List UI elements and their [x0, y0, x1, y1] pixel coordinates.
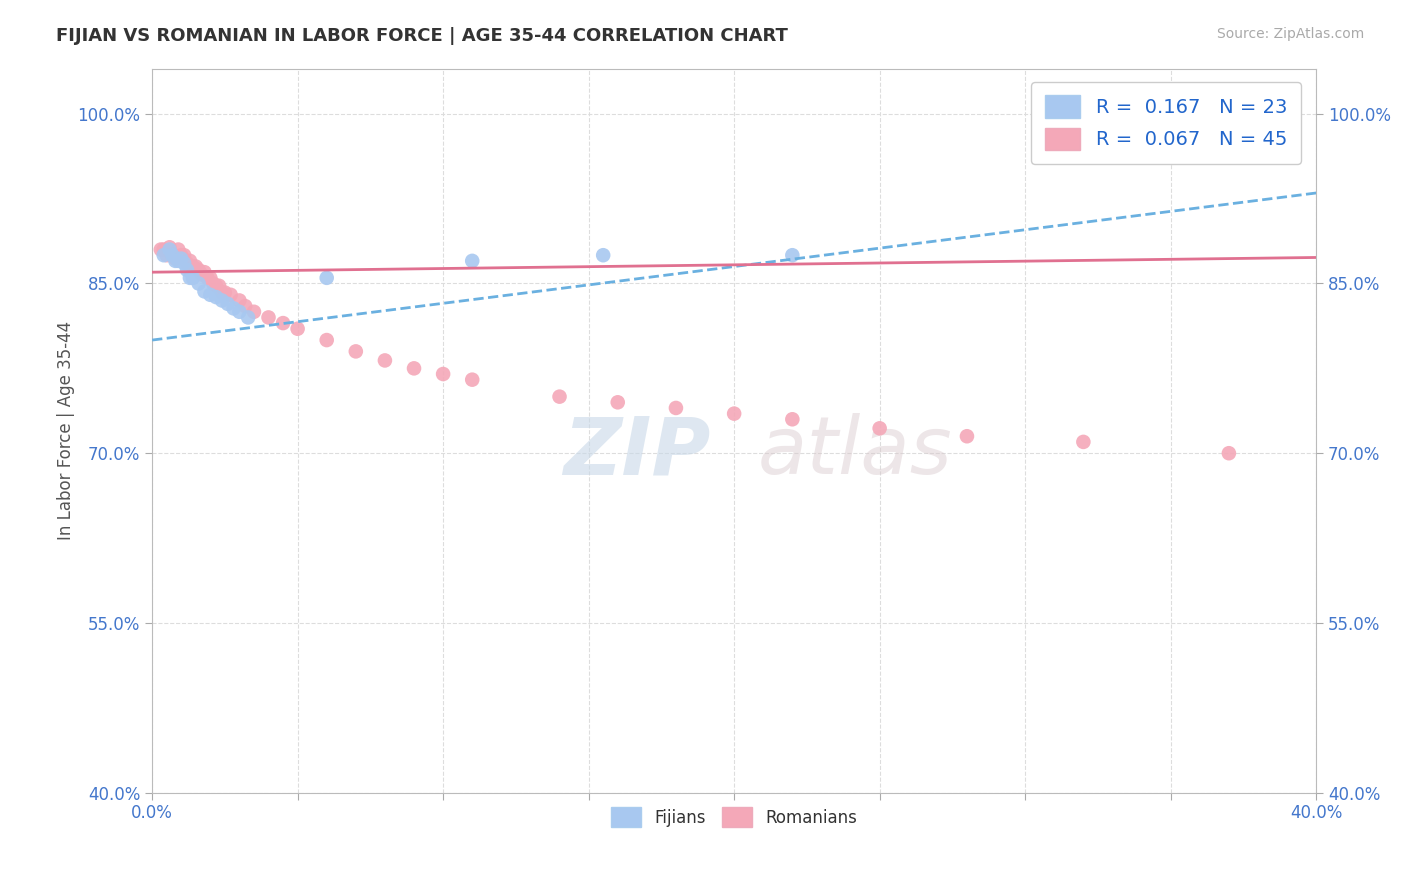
Y-axis label: In Labor Force | Age 35-44: In Labor Force | Age 35-44: [58, 321, 75, 541]
Point: [461, 373, 484, 387]
Point: [228, 293, 250, 308]
Point: [181, 270, 204, 285]
Text: FIJIAN VS ROMANIAN IN LABOR FORCE | AGE 35-44 CORRELATION CHART: FIJIAN VS ROMANIAN IN LABOR FORCE | AGE …: [56, 27, 789, 45]
Point: [162, 248, 184, 262]
Text: ZIP: ZIP: [564, 413, 711, 491]
Point: [271, 316, 294, 330]
Text: Source: ZipAtlas.com: Source: ZipAtlas.com: [1216, 27, 1364, 41]
Point: [233, 299, 256, 313]
Point: [181, 260, 204, 274]
Point: [211, 293, 233, 308]
Point: [170, 252, 193, 266]
Point: [211, 285, 233, 300]
Point: [170, 248, 193, 262]
Point: [344, 344, 367, 359]
Point: [222, 301, 245, 316]
Point: [208, 278, 231, 293]
Point: [956, 429, 979, 443]
Point: [1073, 434, 1095, 449]
Legend: Fijians, Romanians: Fijians, Romanians: [602, 799, 866, 835]
Point: [167, 243, 190, 257]
Point: [184, 260, 207, 274]
Point: [205, 290, 228, 304]
Point: [214, 285, 236, 300]
Point: [165, 252, 187, 266]
Point: [228, 305, 250, 319]
Point: [432, 367, 454, 381]
Point: [156, 248, 179, 262]
Point: [217, 297, 239, 311]
Point: [243, 305, 266, 319]
Point: [315, 333, 337, 347]
Point: [287, 322, 309, 336]
Point: [548, 390, 571, 404]
Point: [374, 353, 396, 368]
Text: atlas: atlas: [758, 413, 952, 491]
Point: [1218, 446, 1240, 460]
Point: [159, 243, 181, 257]
Point: [782, 248, 804, 262]
Point: [315, 270, 337, 285]
Point: [782, 412, 804, 426]
Point: [179, 253, 201, 268]
Point: [606, 395, 628, 409]
Point: [200, 270, 222, 285]
Point: [149, 243, 172, 257]
Point: [200, 288, 222, 302]
Point: [187, 277, 209, 291]
Point: [152, 243, 174, 257]
Point: [193, 265, 215, 279]
Point: [173, 256, 195, 270]
Point: [152, 248, 174, 262]
Point: [187, 263, 209, 277]
Point: [665, 401, 688, 415]
Point: [402, 361, 425, 376]
Point: [167, 253, 190, 268]
Point: [723, 407, 745, 421]
Point: [202, 277, 225, 291]
Point: [176, 256, 198, 270]
Point: [257, 310, 280, 325]
Point: [197, 270, 219, 285]
Point: [162, 248, 184, 262]
Point: [219, 288, 242, 302]
Point: [193, 285, 215, 299]
Point: [165, 253, 187, 268]
Point: [869, 421, 891, 435]
Point: [236, 310, 259, 325]
Point: [176, 263, 198, 277]
Point: [205, 278, 228, 293]
Point: [190, 268, 212, 282]
Point: [159, 240, 181, 254]
Point: [173, 248, 195, 262]
Point: [461, 253, 484, 268]
Point: [179, 270, 201, 285]
Point: [592, 248, 614, 262]
